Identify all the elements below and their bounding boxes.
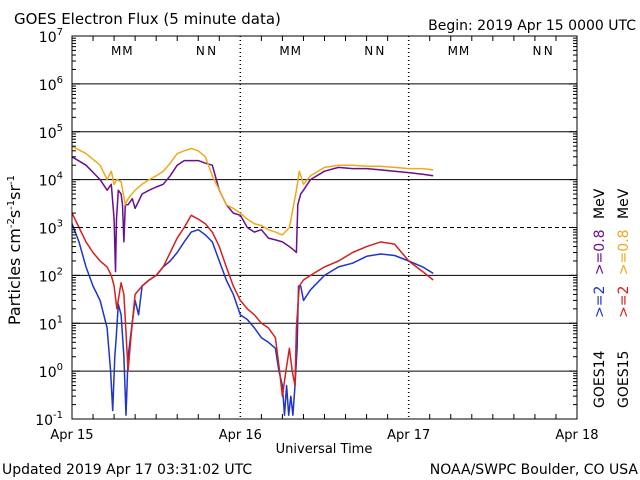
chart-title: GOES Electron Flux (5 minute data)	[14, 10, 281, 28]
series-line	[71, 223, 434, 416]
y-tick-label: 104	[39, 171, 63, 190]
mn-marker: N	[533, 44, 542, 58]
y-axis-label-s: s	[5, 210, 24, 218]
legend-goes15-08mev: >=0.8	[616, 229, 632, 275]
y-tick-label-base: 10	[39, 365, 57, 381]
y-axis-label-exp1: -2	[6, 218, 17, 228]
y-tick-label-exponent: 0	[57, 362, 63, 373]
series-line	[71, 212, 434, 397]
y-axis-label: Particles cm-2s-1sr-1	[5, 175, 24, 325]
series-layer	[71, 145, 434, 416]
mn-marker: M	[291, 44, 301, 58]
series-line	[71, 156, 434, 273]
mn-marker: M	[279, 44, 289, 58]
footer-updated: Updated 2019 Apr 17 03:31:02 UTC	[2, 462, 252, 478]
y-tick-label: 105	[39, 123, 63, 142]
mn-marker: M	[459, 44, 469, 58]
footer-credit: NOAA/SWPC Boulder, CO USA	[430, 462, 639, 478]
legend-goes15-unit: MeV	[616, 188, 632, 219]
y-tick-label: 102	[39, 266, 63, 285]
y-tick-label: 107	[39, 27, 63, 46]
y-tick-label-base: 10	[35, 413, 53, 429]
y-tick-label: 103	[39, 219, 63, 238]
y-tick-label: 101	[39, 314, 63, 333]
y-tick-label-exponent: 1	[57, 314, 63, 325]
begin-time: Begin: 2019 Apr 15 0000 UTC	[428, 18, 636, 34]
mn-marker: N	[207, 44, 216, 58]
y-tick-label-exponent: 3	[57, 219, 63, 230]
x-tick-label: Apr 16	[219, 428, 262, 443]
y-tick-label-base: 10	[39, 222, 57, 238]
mn-marker: M	[448, 44, 458, 58]
mn-marker: N	[196, 44, 205, 58]
y-tick-label: 106	[39, 75, 63, 94]
legend: GOES14 GOES15 >=2 >=0.8 MeV >=2 >=0.8 Me…	[592, 188, 632, 408]
x-tick-label: Apr 18	[555, 428, 598, 443]
legend-sat-goes14: GOES14	[592, 350, 608, 408]
legend-goes14-08mev: >=0.8	[592, 229, 608, 275]
x-tick-label: Apr 17	[387, 428, 430, 443]
y-axis-label-exp2: -1	[6, 200, 17, 210]
y-tick-label-exponent: 6	[57, 75, 63, 86]
y-tick-label-base: 10	[39, 269, 57, 285]
mn-marker: M	[111, 44, 121, 58]
mn-marker: M	[122, 44, 132, 58]
y-tick-label-exponent: 7	[57, 27, 63, 38]
mn-marker: N	[375, 44, 384, 58]
y-axis-label-main: Particles cm	[5, 228, 24, 325]
x-tick-label: Apr 15	[50, 428, 93, 443]
gridlines	[72, 36, 577, 419]
y-tick-label-exponent: -1	[53, 410, 63, 421]
y-tick-label-exponent: 2	[57, 266, 63, 277]
y-tick-label-base: 10	[39, 30, 57, 46]
y-tick-label-exponent: 5	[57, 123, 63, 134]
y-tick-label-base: 10	[39, 317, 57, 333]
y-tick-label: 100	[39, 362, 63, 381]
y-axis-label-sr: sr	[5, 185, 24, 200]
mn-marker: N	[364, 44, 373, 58]
y-tick-label-base: 10	[39, 78, 57, 94]
legend-goes15-energies: >=2 >=0.8 MeV	[616, 188, 632, 318]
y-tick-label-base: 10	[39, 126, 57, 142]
y-tick-label-exponent: 4	[57, 171, 63, 182]
legend-goes14-unit: MeV	[592, 188, 608, 219]
legend-sat-goes15: GOES15	[616, 351, 632, 408]
y-axis-label-exp3: -1	[6, 175, 17, 185]
y-tick-label-base: 10	[39, 174, 57, 190]
legend-goes15-2mev: >=2	[616, 286, 632, 318]
legend-goes14-energies: >=2 >=0.8 MeV	[592, 188, 608, 318]
legend-goes14-2mev: >=2	[592, 286, 608, 318]
x-axis-label: Universal Time	[276, 442, 373, 457]
axis-ticks	[72, 35, 577, 420]
x-tick-labels: Apr 15 Apr 16 Apr 17 Apr 18	[50, 428, 598, 443]
mn-marker: N	[544, 44, 553, 58]
y-tick-label: 10-1	[35, 410, 63, 429]
series-line	[71, 145, 434, 236]
